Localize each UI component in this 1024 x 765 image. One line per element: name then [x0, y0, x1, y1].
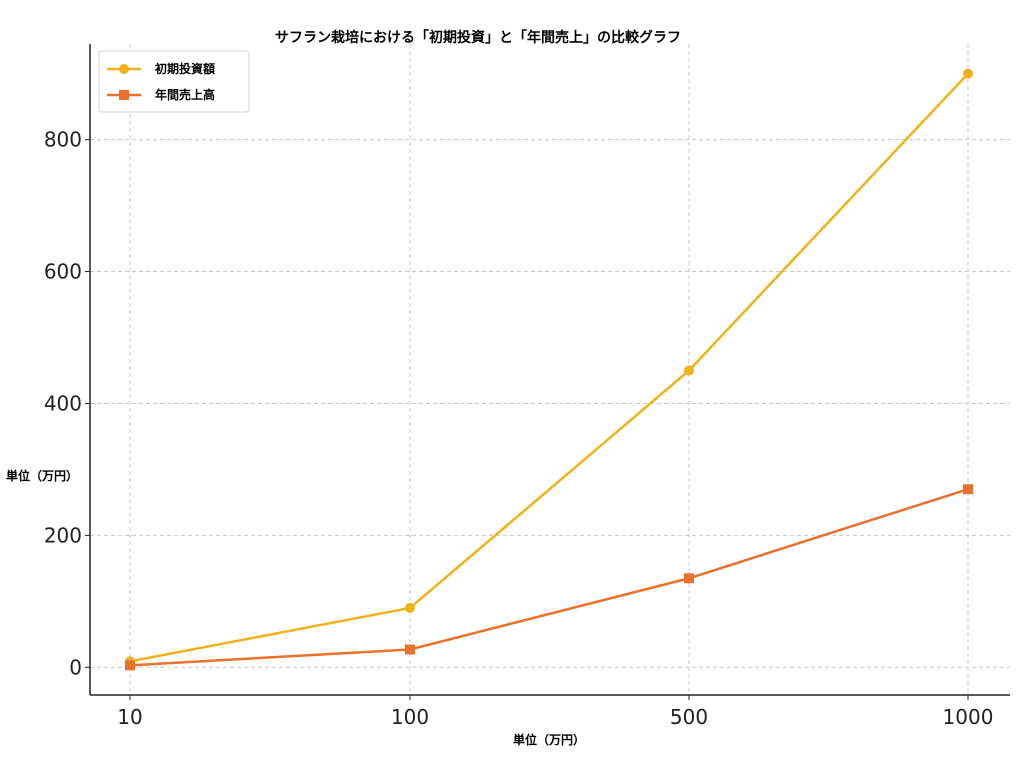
y-tick-label: 0	[69, 655, 82, 679]
data-point	[125, 660, 135, 671]
y-axis-label: 単位（万円）	[6, 468, 78, 483]
data-point	[963, 68, 973, 79]
legend-marker	[119, 90, 129, 100]
data-point	[405, 602, 415, 613]
data-point	[684, 365, 694, 376]
series-line	[129, 72, 969, 663]
x-tick-label: 10	[117, 705, 142, 729]
chart-title: サフラン栽培における「初期投資」と「年間売上」の比較グラフ	[275, 29, 681, 46]
tick-labels: 10 100 500 1000 0 200 400 600 800	[44, 128, 994, 729]
x-axis-label: 単位（万円）	[513, 732, 585, 747]
legend-marker	[119, 64, 129, 74]
x-tick-label: 500	[670, 705, 708, 729]
grid	[90, 44, 1010, 695]
series-line	[129, 488, 969, 667]
series-layer	[125, 68, 973, 671]
data-point	[963, 484, 973, 495]
x-tick-label: 1000	[943, 705, 994, 729]
y-tick-label: 200	[44, 523, 82, 547]
y-tick-label: 400	[44, 391, 82, 415]
y-tick-label: 800	[44, 128, 82, 152]
data-point	[684, 573, 694, 584]
legend-label: 年間売上高	[155, 87, 215, 102]
data-point	[405, 644, 415, 655]
legend-label: 初期投資額	[155, 61, 215, 76]
y-tick-label: 600	[44, 260, 82, 284]
legend-frame	[98, 50, 250, 113]
x-tick-label: 100	[391, 705, 429, 729]
